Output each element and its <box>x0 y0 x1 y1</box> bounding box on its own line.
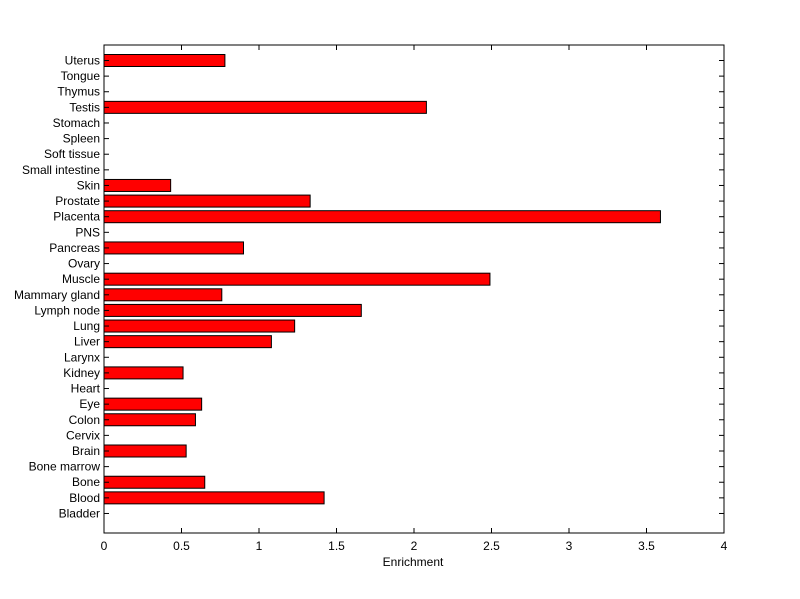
y-tick-label: Ovary <box>68 257 100 271</box>
y-tick-label: Testis <box>69 100 100 114</box>
x-tick-label: 2 <box>411 539 418 553</box>
y-tick-label: Bladder <box>59 506 100 520</box>
x-tick-label: 4 <box>721 539 728 553</box>
bar-kidney <box>103 366 184 380</box>
x-tick-label: 0 <box>101 539 108 553</box>
y-tick-label: Pancreas <box>49 241 100 255</box>
x-tick-label: 1 <box>256 539 263 553</box>
y-tick-label: Spleen <box>63 132 100 146</box>
y-tick-label: Muscle <box>62 272 100 286</box>
y-tick-label: Larynx <box>64 350 100 364</box>
y-tick-label: Small intestine <box>22 163 100 177</box>
y-tick-label: Skin <box>77 178 100 192</box>
bar-prostate <box>103 194 311 208</box>
y-tick-label: Stomach <box>53 116 100 130</box>
bar-mammary-gland <box>103 288 223 302</box>
x-tick-label: 3 <box>566 539 573 553</box>
bar-skin <box>103 178 172 192</box>
y-tick-label: Mammary gland <box>14 288 100 302</box>
y-tick-label: Eye <box>79 397 100 411</box>
x-tick-label: 0.5 <box>173 539 190 553</box>
bar-lung <box>103 319 296 333</box>
bar-uterus <box>103 54 226 67</box>
y-tick-label: Heart <box>71 382 101 396</box>
y-tick-label: Colon <box>69 413 100 427</box>
bar-eye <box>103 397 203 411</box>
bar-testis <box>103 100 427 114</box>
x-tick-label: 1.5 <box>328 539 345 553</box>
bar-placenta <box>103 210 661 224</box>
y-tick-label: Bone marrow <box>29 460 101 474</box>
y-tick-label: Cervix <box>66 428 100 442</box>
y-tick-label: Liver <box>74 335 100 349</box>
bar-brain <box>103 444 187 458</box>
bar-blood <box>103 491 325 505</box>
y-tick-label: Tongue <box>61 69 101 83</box>
y-tick-label: Lung <box>73 319 100 333</box>
y-tick-label: Uterus <box>65 54 100 68</box>
y-tick-label: PNS <box>75 225 100 239</box>
x-ticks-group: 0 0.5 1 1.5 2 2.5 3 3.5 4 <box>101 45 728 553</box>
y-tick-label: Blood <box>69 491 100 505</box>
y-tick-label: Placenta <box>53 210 100 224</box>
bar-bone <box>103 475 206 489</box>
x-tick-label: 2.5 <box>483 539 500 553</box>
y-tick-label: Bone <box>72 475 100 489</box>
bar-muscle <box>103 272 491 286</box>
bar-lymph-node <box>103 303 362 317</box>
y-tick-label: Soft tissue <box>44 147 100 161</box>
bar-liver <box>103 335 272 349</box>
bar-pancreas <box>103 241 244 255</box>
x-tick-label: 3.5 <box>638 539 655 553</box>
y-tick-label: Prostate <box>55 194 100 208</box>
x-axis-label: Enrichment <box>383 555 444 569</box>
y-tick-label: Kidney <box>63 366 100 380</box>
y-tick-label: Brain <box>72 444 100 458</box>
plot-frame <box>103 44 725 534</box>
y-tick-label: Lymph node <box>34 303 100 317</box>
bar-colon <box>103 413 196 427</box>
y-tick-label: Thymus <box>57 85 100 99</box>
